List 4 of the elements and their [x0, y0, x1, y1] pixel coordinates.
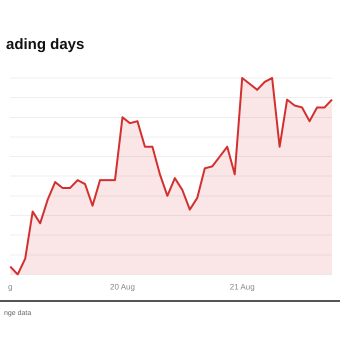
x-tick-label: 20 Aug	[110, 282, 135, 292]
x-tick-label: g	[8, 282, 12, 292]
x-tick-label: 21 Aug	[230, 282, 255, 292]
chart-title: ading days	[6, 36, 84, 54]
